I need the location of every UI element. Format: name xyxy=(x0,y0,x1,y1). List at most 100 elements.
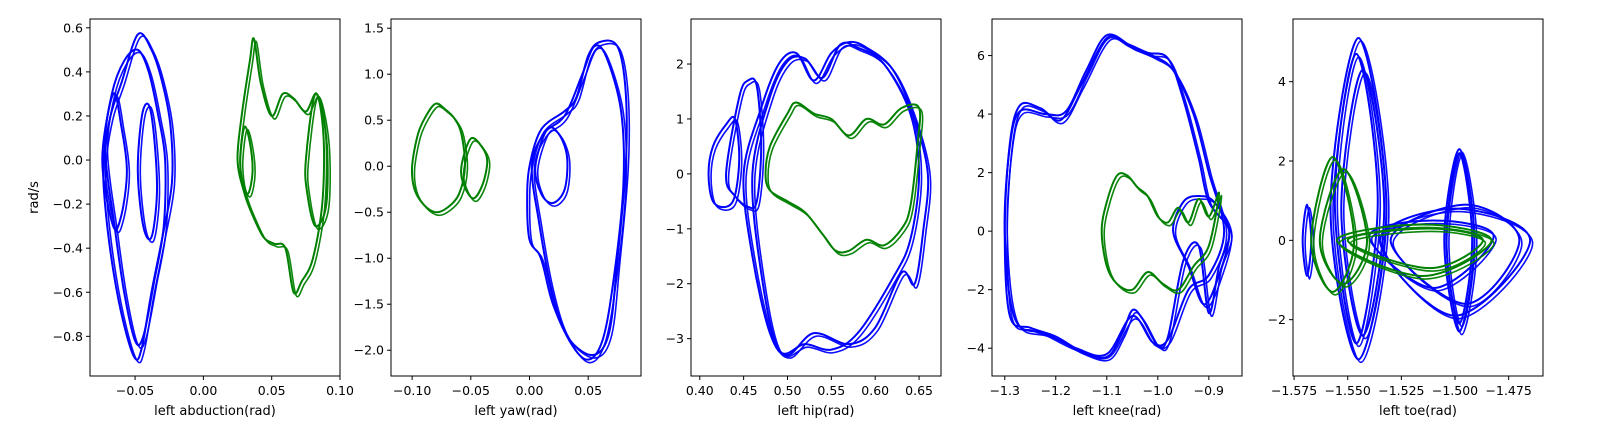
phase-loop-1-repeat xyxy=(1103,175,1223,295)
x-tick-label: −1.475 xyxy=(1486,383,1532,398)
phase-loop-3-repeat xyxy=(710,119,743,211)
y-tick-label: −2 xyxy=(967,282,985,297)
phase-loop-4-repeat xyxy=(727,80,765,213)
phase-loop-2-repeat xyxy=(753,44,923,358)
series-1-trajectory xyxy=(1003,33,1233,362)
phase-loop-3-repeat xyxy=(1174,198,1233,309)
y-tick-label: 0.4 xyxy=(63,64,83,79)
phase-loop-2-repeat xyxy=(241,128,256,198)
y-tick-label: 0 xyxy=(1278,233,1286,248)
phase-loop-3-repeat xyxy=(1342,71,1388,340)
series-1-trajectory xyxy=(526,39,631,364)
phase-loop-9 xyxy=(1389,203,1521,305)
data-layer xyxy=(410,39,631,364)
phase-loop-4-repeat xyxy=(139,105,161,244)
subplot-grid: −0.05 0.00 0.05 0.10−0.8−0.6−0.4−0.20.00.20… xyxy=(27,18,1544,419)
x-tick-label: −1.525 xyxy=(1378,383,1424,398)
phase-loop-1-repeat xyxy=(767,104,924,257)
x-tick-label: −1.500 xyxy=(1432,383,1478,398)
phase-loop-2 xyxy=(460,136,489,200)
phase-loop-3-repeat xyxy=(104,95,131,234)
x-tick-label: 0.45 xyxy=(730,383,758,398)
y-tick-label: −0.6 xyxy=(53,285,83,300)
phase-loop-3-repeat xyxy=(536,129,571,207)
phase-loop-3 xyxy=(534,126,569,205)
phase-loop-2 xyxy=(239,125,254,195)
y-tick-label: 0.5 xyxy=(364,113,384,128)
phase-loop-2-repeat xyxy=(106,51,169,349)
phase-loop-1-repeat xyxy=(528,42,631,359)
x-tick-label: −0.05 xyxy=(452,383,490,398)
phase-loop-6-repeat xyxy=(1448,155,1476,328)
y-tick-label: −1 xyxy=(666,221,684,236)
subplot-3: 0.40 0.45 0.50 0.55 0.60 0.65 −3 −2 −1 0 1 2 left hi… xyxy=(666,18,942,419)
x-tick-label: −1.3 xyxy=(990,383,1020,398)
x-tick-label: 0.05 xyxy=(258,383,286,398)
y-tick-label: 2 xyxy=(1278,154,1286,169)
phase-loop-2-repeat xyxy=(533,47,628,364)
series-2-trajectory xyxy=(1100,172,1223,295)
y-tick-label: 2 xyxy=(676,57,684,72)
y-tick-label: −2 xyxy=(1268,312,1286,327)
series-2-trajectory xyxy=(1310,156,1495,296)
y-tick-label: 0.2 xyxy=(63,108,83,123)
x-tick-label: −1.575 xyxy=(1271,383,1317,398)
phase-loop-2-repeat xyxy=(1336,56,1382,348)
y-tick-label: 1 xyxy=(676,111,684,126)
phase-loop-1-repeat xyxy=(413,105,469,217)
phase-loop-6 xyxy=(1445,152,1474,325)
y-tick-label: −0.5 xyxy=(354,205,384,220)
x-tick-label: −1.1 xyxy=(1092,383,1122,398)
x-tick-label: 0.55 xyxy=(817,383,845,398)
x-axis-label: left yaw(rad) xyxy=(474,404,557,419)
y-tick-label: 1.5 xyxy=(364,21,384,36)
x-tick-label: −1.0 xyxy=(1143,383,1173,398)
data-layer xyxy=(1003,33,1233,362)
y-tick-label: −2.0 xyxy=(354,343,384,358)
x-axis-label: left abduction(rad) xyxy=(154,404,276,419)
x-tick-label: 0.50 xyxy=(774,383,802,398)
y-tick-label: −0.4 xyxy=(53,241,83,256)
y-tick-label: 0.0 xyxy=(364,159,384,174)
data-layer xyxy=(1301,37,1534,364)
x-tick-label: 0.00 xyxy=(516,383,544,398)
phase-loop-2 xyxy=(530,44,625,361)
axes-frame xyxy=(1292,18,1544,377)
phase-loop-2-repeat xyxy=(1006,36,1228,360)
y-tick-label: 0 xyxy=(977,224,985,239)
x-tick-label: −0.05 xyxy=(116,383,154,398)
x-tick-label: −0.10 xyxy=(393,383,431,398)
phase-loop-3 xyxy=(1172,195,1231,306)
y-tick-label: −1.0 xyxy=(354,251,384,266)
phase-loop-2-repeat xyxy=(462,140,491,203)
axes-frame xyxy=(390,18,642,377)
axes-frame xyxy=(991,18,1243,377)
y-tick-label: −2 xyxy=(666,276,684,291)
x-tick-label: 0.10 xyxy=(326,383,354,398)
phase-loop-2 xyxy=(1003,33,1226,357)
phase-loop-2 xyxy=(104,48,167,347)
y-tick-label: 0.6 xyxy=(63,20,83,35)
series-2-trajectory xyxy=(764,101,924,257)
x-tick-label: 0.05 xyxy=(574,383,602,398)
phase-loop-1-repeat xyxy=(104,35,176,364)
x-axis-label: left knee(rad) xyxy=(1073,404,1162,419)
y-tick-label: 1.0 xyxy=(364,67,384,82)
subplot-1: −0.05 0.00 0.05 0.10 −0.8 −0.6 −0.4 −0.2 0.0 0.2 0… xyxy=(27,18,354,419)
y-tick-label: −0.8 xyxy=(53,329,83,344)
series-1-trajectory xyxy=(101,32,176,364)
x-tick-label: −1.2 xyxy=(1041,383,1071,398)
y-tick-label: −4 xyxy=(967,341,985,356)
x-tick-label: −0.9 xyxy=(1194,383,1224,398)
phase-loop-3-repeat xyxy=(306,96,331,231)
axes-frame xyxy=(89,18,341,377)
series-2-trajectory xyxy=(410,102,491,217)
y-tick-label: 4 xyxy=(977,107,985,122)
subplot-4: −1.3 −1.2 −1.1 −1.0 −0.9 −4 −2 0 2 4 6 left knee(ra… xyxy=(967,18,1243,419)
x-axis-label: left hip(rad) xyxy=(778,404,855,419)
x-tick-label: 0.00 xyxy=(189,383,217,398)
y-tick-label: −1.5 xyxy=(354,297,384,312)
y-tick-label: 4 xyxy=(1278,74,1286,89)
phase-loop-1-repeat xyxy=(745,44,932,359)
